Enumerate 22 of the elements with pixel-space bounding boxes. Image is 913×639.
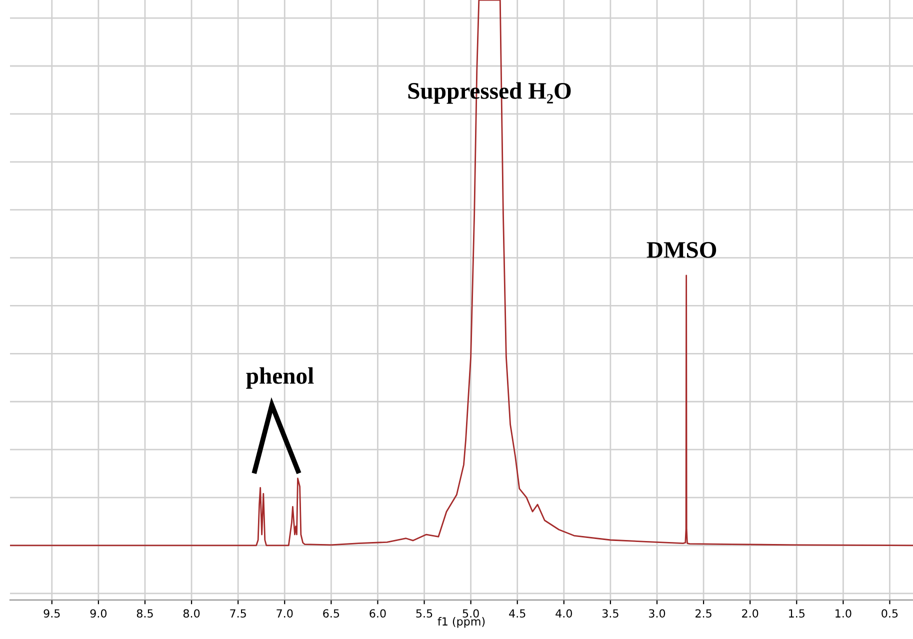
x-tick-label: 2.5 xyxy=(696,609,712,618)
x-tick-label: 0.5 xyxy=(882,609,898,618)
x-tick-label: 8.0 xyxy=(183,609,200,618)
x-tick-label: 1.5 xyxy=(789,609,804,618)
x-axis-title: f1 (ppm) xyxy=(438,617,485,628)
annotation: phenol xyxy=(246,367,314,389)
x-tick-label: 5.0 xyxy=(462,609,479,618)
x-tick-label: 2.0 xyxy=(742,609,758,618)
x-tick-label: 4.5 xyxy=(509,609,526,618)
x-tick-label: 1.0 xyxy=(836,609,852,618)
x-tick-label: 3.0 xyxy=(649,609,666,618)
x-tick-label: 9.5 xyxy=(44,609,60,618)
x-tick-label: 6.5 xyxy=(323,609,340,618)
annotation: DMSO xyxy=(646,242,716,258)
x-tick-label: 5.5 xyxy=(416,609,432,618)
x-tick-label: 4.0 xyxy=(556,609,572,618)
x-tick-label: 6.0 xyxy=(370,609,386,618)
x-tick-label: 3.5 xyxy=(602,609,618,618)
x-tick-label: 7.0 xyxy=(276,609,293,618)
x-tick-label: 8.5 xyxy=(136,609,153,618)
x-tick-label: 7.5 xyxy=(230,609,246,618)
x-tick-label: 9.0 xyxy=(90,609,107,618)
